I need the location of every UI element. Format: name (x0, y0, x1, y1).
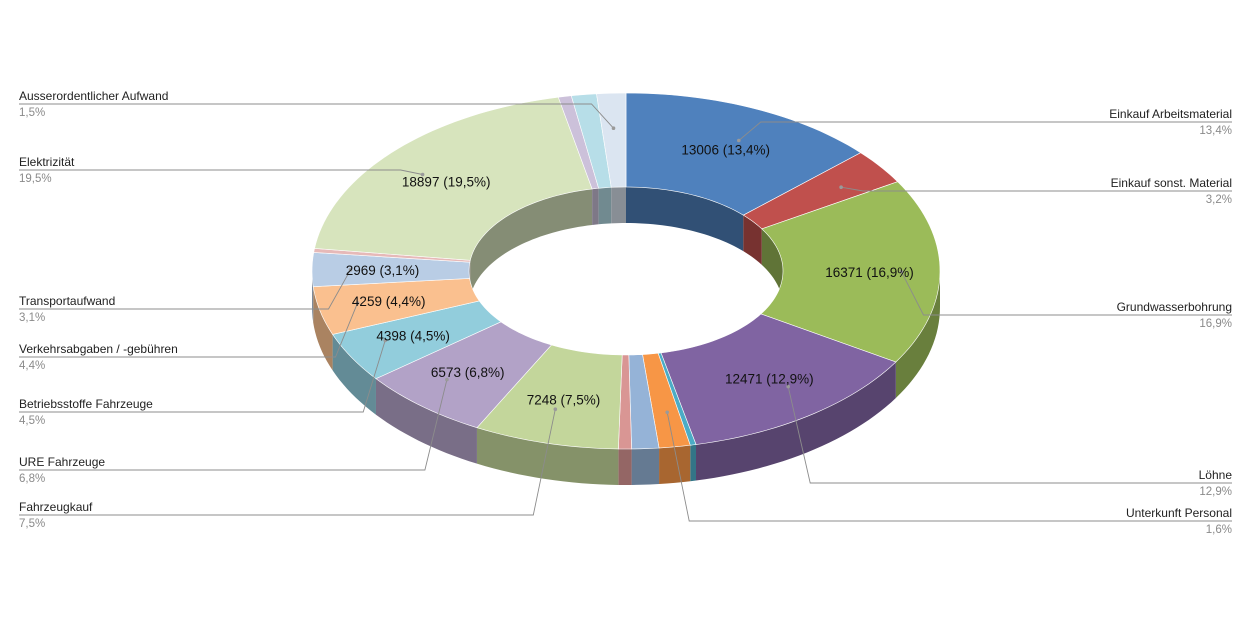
category-label-einkauf-sonst-material: Einkauf sonst. Material (1111, 176, 1232, 190)
leader-dot-ausserordentlicher-aufwand (611, 126, 616, 130)
leader-dot-loehne (786, 384, 790, 389)
percent-label-loehne: 12,9% (1199, 486, 1232, 498)
leader-line-transportaufwand (19, 269, 351, 310)
leader-line-grundwasserbohrung (901, 271, 1232, 316)
percent-label-unterkunft-personal: 1,6% (1206, 524, 1232, 536)
category-label-unterkunft-personal: Unterkunft Personal (1126, 506, 1232, 520)
category-label-loehne: Löhne (1199, 468, 1233, 482)
category-label-ure-fahrzeuge: URE Fahrzeuge (19, 455, 105, 469)
inner-wall-einkauf-sonst-material (743, 215, 762, 265)
leader-line-einkauf-sonst-material (841, 186, 1232, 192)
outer-wall-transportaufwand (312, 271, 314, 323)
leader-dot-ure-fahrzeuge (445, 377, 449, 382)
leader-dot-elektrizitaet (420, 172, 425, 177)
data-label-betriebsstoffe-fahrzeuge: 4398 (4,5%) (376, 329, 450, 344)
inner-wall-slice-16 (598, 187, 612, 225)
leader-line-einkauf-arbeitsmaterial (738, 121, 1232, 141)
outer-wall-fahrzeugkauf (476, 427, 619, 485)
category-label-elektrizitaet: Elektrizität (19, 155, 75, 169)
data-label-loehne: 12471 (12,9%) (725, 372, 814, 387)
data-label-einkauf-arbeitsmaterial: 13006 (13,4%) (681, 143, 770, 158)
percent-label-verkehrsabgaben-gebuehren: 4,4% (19, 360, 45, 372)
percent-label-ure-fahrzeuge: 6,8% (19, 473, 45, 485)
percent-label-einkauf-sonst-material: 3,2% (1206, 194, 1232, 206)
outer-wall-unterkunft-personal (659, 445, 691, 485)
category-label-verkehrsabgaben-gebuehren: Verkehrsabgaben / -gebühren (19, 342, 178, 356)
outer-wall-grundwasserbohrung (895, 271, 940, 399)
leader-dot-fahrzeugkauf (553, 407, 558, 412)
inner-wall-einkauf-arbeitsmaterial (626, 187, 744, 252)
leader-line-elektrizitaet (19, 169, 423, 175)
percent-label-elektrizitaet: 19,5% (19, 173, 52, 185)
leader-dot-einkauf-sonst-material (839, 185, 843, 189)
leader-dot-einkauf-arbeitsmaterial (737, 138, 741, 143)
inner-wall-ausserordentlicher-aufwand (611, 187, 626, 224)
leader-line-fahrzeugkauf (19, 409, 556, 516)
donut-top-layer (311, 92, 941, 450)
leader-dot-grundwasserbohrung (899, 270, 904, 274)
inner-wall-grundwasserbohrung (761, 228, 783, 307)
category-label-transportaufwand: Transportaufwand (19, 294, 115, 308)
outer-wall-betriebsstoffe-fahrzeuge (332, 334, 376, 415)
category-label-fahrzeugkauf: Fahrzeugkauf (19, 500, 93, 514)
outer-wall-slice-4 (690, 444, 697, 482)
data-label-fahrzeugkauf: 7248 (7,5%) (527, 393, 601, 408)
leader-dot-unterkunft-personal (665, 410, 669, 415)
leader-line-unterkunft-personal (666, 412, 1232, 522)
data-label-verkehrsabgaben-gebuehren: 4259 (4,4%) (352, 294, 426, 309)
outer-wall-ure-fahrzeuge (375, 378, 477, 464)
data-label-elektrizitaet: 18897 (19,5%) (402, 174, 491, 189)
percent-label-transportaufwand: 3,1% (19, 312, 45, 324)
data-label-transportaufwand: 2969 (3,1%) (346, 263, 420, 278)
leader-dot-verkehrsabgaben-gebuehren (355, 301, 360, 305)
inner-wall-slice-15 (592, 188, 599, 225)
data-label-grundwasserbohrung: 16371 (16,9%) (825, 265, 914, 280)
outer-wall-slice-7 (618, 448, 632, 485)
leader-dot-transportaufwand (348, 268, 353, 272)
leader-lines-layer (19, 103, 1232, 522)
leader-line-verkehrsabgaben-gebuehren (19, 302, 358, 358)
data-label-ure-fahrzeuge: 6573 (6,8%) (431, 365, 505, 380)
outer-wall-slice-6 (631, 448, 660, 485)
category-label-ausserordentlicher-aufwand: Ausserordentlicher Aufwand (19, 89, 168, 103)
percent-label-grundwasserbohrung: 16,9% (1199, 318, 1232, 330)
leader-line-betriebsstoffe-fahrzeuge (19, 340, 386, 413)
leader-line-loehne (787, 386, 1232, 484)
category-label-einkauf-arbeitsmaterial: Einkauf Arbeitsmaterial (1109, 107, 1232, 121)
percent-label-einkauf-arbeitsmaterial: 13,4% (1199, 125, 1232, 137)
percent-label-fahrzeugkauf: 7,5% (19, 518, 45, 530)
category-label-betriebsstoffe-fahrzeuge: Betriebsstoffe Fahrzeuge (19, 397, 153, 411)
slice-ausserordentlicher-aufwand (596, 92, 627, 188)
leader-line-ausserordentlicher-aufwand (19, 103, 614, 129)
percent-label-betriebsstoffe-fahrzeuge: 4,5% (19, 415, 45, 427)
leader-line-ure-fahrzeuge (19, 379, 448, 471)
labels-layer: 13006 (13,4%) 16371 (16,9%) 12471 (12,9%) 7… (19, 89, 1232, 536)
category-label-grundwasserbohrung: Grundwasserbohrung (1117, 300, 1232, 314)
percent-label-ausserordentlicher-aufwand: 1,5% (19, 107, 45, 119)
outer-wall-verkehrsabgaben-gebuehren (313, 286, 333, 371)
leader-dot-betriebsstoffe-fahrzeuge (383, 338, 388, 343)
inner-wall-elektrizitaet (470, 188, 593, 297)
